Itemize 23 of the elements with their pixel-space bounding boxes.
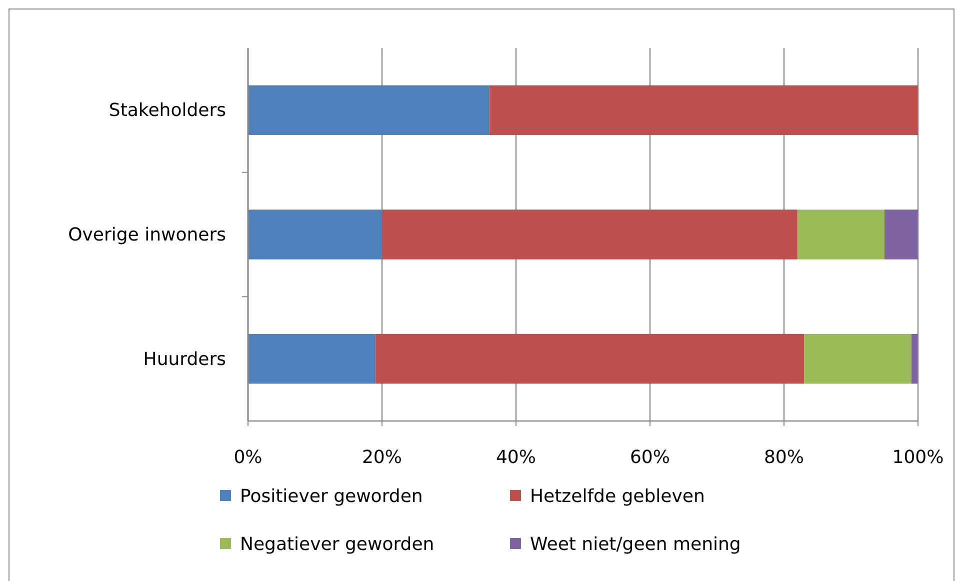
x-tick-label: 0%	[234, 447, 262, 468]
bar	[911, 334, 918, 384]
x-tick-label: 80%	[764, 447, 804, 468]
legend-label: Hetzelfde gebleven	[530, 486, 705, 507]
bar	[248, 334, 376, 384]
x-tick-label: 60%	[630, 447, 670, 468]
x-tick-label: 100%	[892, 447, 944, 468]
bar	[884, 210, 918, 260]
bar	[382, 210, 798, 260]
y-tick-label: Stakeholders	[108, 100, 226, 122]
bar	[375, 334, 804, 384]
y-tick-label: Huurders	[143, 348, 226, 370]
bar	[248, 85, 490, 136]
bar	[797, 210, 884, 260]
x-tick-label: 40%	[496, 447, 536, 468]
legend-label: Positiever geworden	[240, 486, 423, 507]
legend-label: Weet niet/geen mening	[530, 534, 741, 555]
legend-label: Negatiever geworden	[240, 534, 434, 555]
x-tick-label: 20%	[362, 447, 402, 468]
y-tick-label: Overige inwoners	[68, 224, 226, 246]
bar	[489, 85, 918, 136]
bar	[804, 334, 912, 384]
bar	[248, 210, 382, 260]
